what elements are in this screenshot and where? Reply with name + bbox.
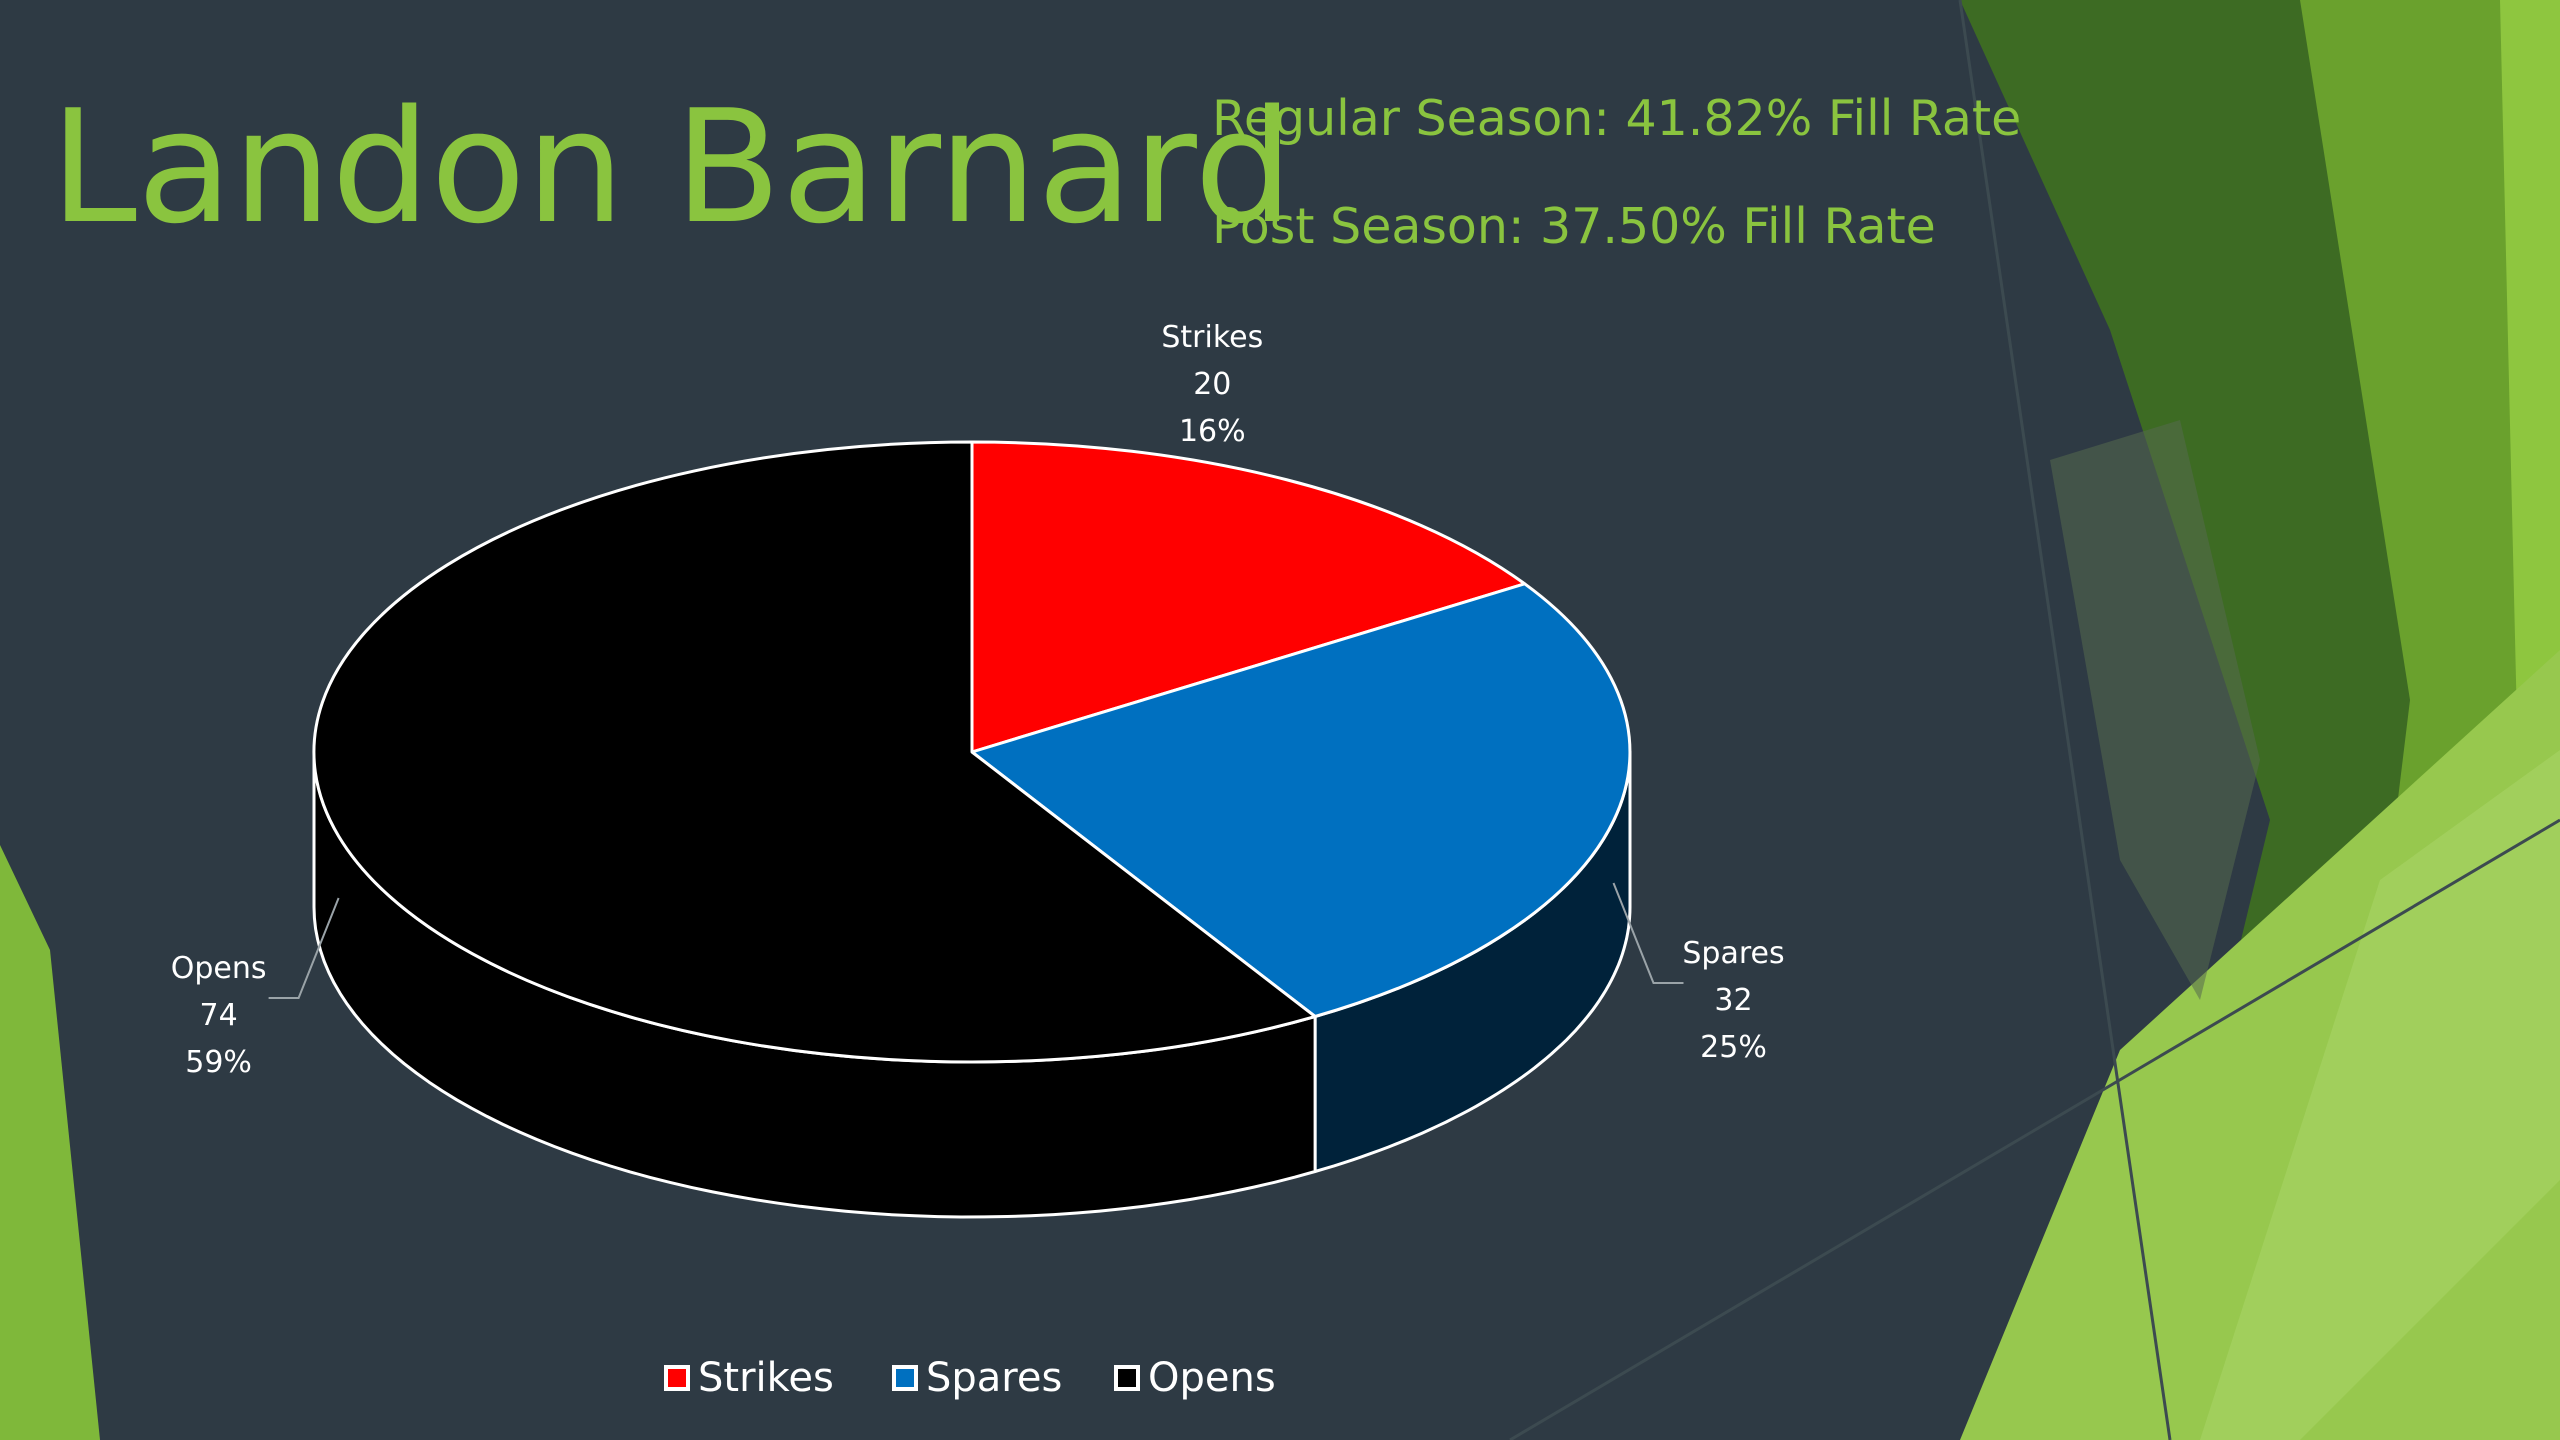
decor-shape-overlay [2200, 750, 2560, 1440]
legend-swatch-spares [892, 1365, 918, 1391]
slide-title: Landon Barnard [50, 76, 1294, 258]
data-label-spares-value: 32 [1714, 983, 1752, 1018]
decor-shape-muted [2050, 420, 2260, 1000]
leader-line-opens [268, 897, 340, 999]
leader-line-spares [1612, 882, 1684, 984]
pie-slice-opens [312, 440, 1317, 1064]
legend-item-strikes: Strikes [664, 1358, 834, 1398]
decor-line-b [1509, 818, 2560, 1440]
data-label-spares-percent: 25% [1700, 1030, 1767, 1065]
decor-line-a [1958, 0, 2172, 1440]
decor-shape-left [0, 845, 100, 1440]
data-label-opens-percent: 59% [185, 1045, 252, 1080]
data-label-strikes-category: Strikes [1161, 320, 1263, 355]
post-season-fill-rate: Post Season: 37.50% Fill Rate [1212, 198, 1936, 255]
chart-legend: Strikes Spares Opens [0, 1358, 2560, 1418]
legend-label-opens: Opens [1148, 1355, 1276, 1401]
pie-slice-spares [970, 582, 1632, 1018]
legend-label-strikes: Strikes [698, 1355, 834, 1401]
data-label-opens-category: Opens [171, 951, 267, 986]
data-label-strikes-value: 20 [1193, 367, 1231, 402]
legend-swatch-strikes [664, 1365, 690, 1391]
data-label-strikes-percent: 16% [1179, 414, 1246, 449]
legend-item-opens: Opens [1114, 1358, 1276, 1398]
legend-label-spares: Spares [926, 1355, 1063, 1401]
regular-season-fill-rate: Regular Season: 41.82% Fill Rate [1212, 90, 2022, 147]
data-label-spares-category: Spares [1682, 936, 1784, 971]
data-label-opens-value: 74 [200, 998, 238, 1033]
legend-swatch-opens [1114, 1365, 1140, 1391]
legend-item-spares: Spares [892, 1358, 1062, 1398]
pie-slice-strikes [970, 440, 1527, 754]
